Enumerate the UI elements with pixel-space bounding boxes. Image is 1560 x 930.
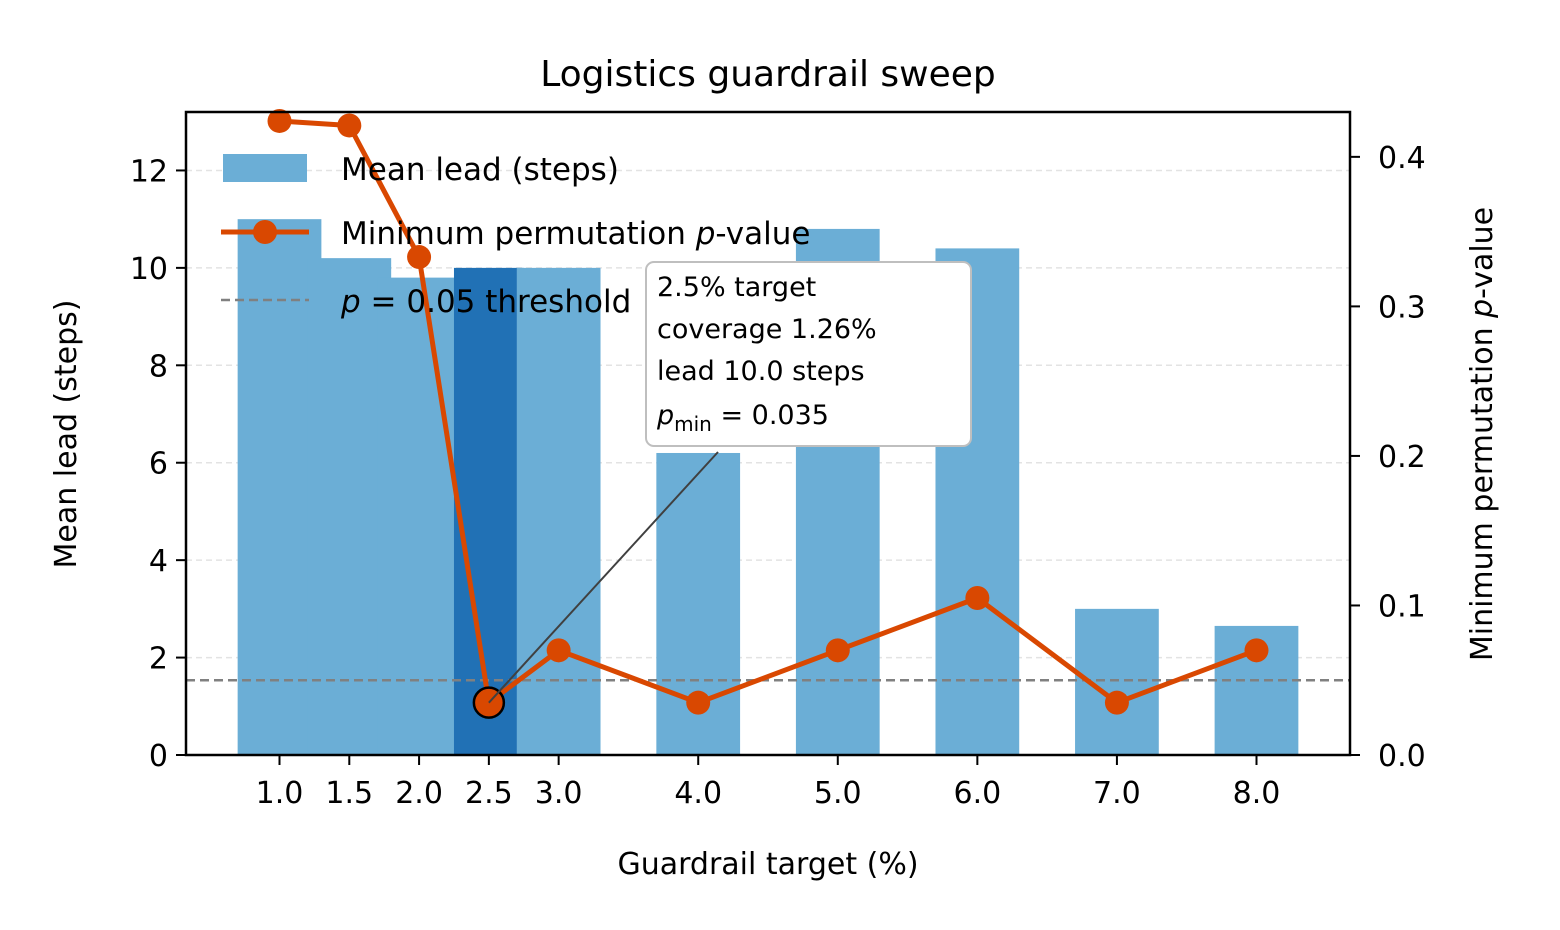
- annotation-line-2: coverage 1.26%: [657, 314, 877, 345]
- p-value-point-3.0: [546, 638, 571, 663]
- annotation-line-1: 2.5% target: [657, 272, 816, 303]
- y-axis-right: 0.0 0.1 0.2 0.3 0.4: [1350, 141, 1426, 774]
- y-tick-label-4: 8: [149, 349, 168, 384]
- x-tick-label-0: 1.0: [256, 776, 304, 811]
- y-axis-label: Mean lead (steps): [49, 300, 84, 569]
- legend: Mean lead (steps) Minimum permutation p-…: [221, 152, 810, 320]
- p-value-point-4.0: [686, 690, 711, 715]
- bar-1.0: [237, 219, 322, 755]
- x-tick-label-2: 2.0: [395, 776, 443, 811]
- p-value-line: [279, 118, 1258, 706]
- x-tick-label-4: 3.0: [535, 776, 583, 811]
- legend-line-italic: p: [695, 216, 716, 252]
- legend-swatch-marker: [253, 220, 277, 244]
- y2-tick-label-3: 0.3: [1378, 290, 1426, 325]
- y-tick-label-0: 0: [149, 739, 168, 774]
- y2-axis-label-prefix: Minimum permutation: [1465, 318, 1500, 661]
- x-tick-label-1: 1.5: [325, 776, 373, 811]
- annotation-box: 2.5% target coverage 1.26% lead 10.0 ste…: [645, 261, 972, 447]
- legend-threshold-rest: = 0.05 threshold: [361, 284, 632, 320]
- annotation-line-4: pmin = 0.035: [656, 400, 829, 436]
- y-tick-label-2: 4: [149, 544, 168, 579]
- chart-title: Logistics guardrail sweep: [540, 54, 996, 95]
- p-value-point-2.0: [407, 245, 432, 270]
- legend-label-line: Minimum permutation p-value: [341, 216, 810, 252]
- annotation-arrow: [488, 451, 719, 704]
- y2-tick-label-1: 0.1: [1378, 589, 1426, 624]
- bar-2.5: [453, 267, 524, 755]
- annotation-line-3: lead 10.0 steps: [657, 356, 865, 387]
- x-tick-label-5: 4.0: [674, 776, 722, 811]
- p-value-point-6.0: [965, 585, 990, 610]
- legend-line-suffix: -value: [715, 216, 810, 252]
- bar-2.0: [377, 277, 461, 755]
- y-tick-label-1: 2: [149, 642, 168, 677]
- y-tick-label-3: 6: [149, 447, 168, 482]
- y2-tick-label-0: 0.0: [1378, 739, 1426, 774]
- bar-3.0: [516, 267, 601, 755]
- y2-axis-label-suffix: -value: [1465, 207, 1500, 299]
- x-tick-label-6: 5.0: [814, 776, 862, 811]
- legend-threshold-italic: p: [340, 284, 361, 320]
- y2-tick-label-2: 0.2: [1378, 440, 1426, 475]
- p-value-point-1.0: [267, 108, 292, 133]
- y2-axis-label-italic: p: [1465, 299, 1500, 319]
- annotation-p-symbol: p: [656, 400, 674, 431]
- p-value-series: [267, 108, 1269, 719]
- legend-label-bar: Mean lead (steps): [341, 152, 619, 188]
- annotation-p-subscript: min: [674, 412, 712, 436]
- legend-line-prefix: Minimum permutation: [341, 216, 696, 252]
- p-value-point-8.0: [1244, 638, 1269, 663]
- p-value-point-1.5: [337, 113, 362, 138]
- y-tick-label-5: 10: [130, 252, 168, 287]
- annotation-background: [645, 261, 972, 447]
- legend-label-threshold: p = 0.05 threshold: [340, 284, 631, 320]
- plot-frame: [184, 110, 1352, 757]
- annotation-p-value: = 0.035: [712, 400, 829, 431]
- legend-swatch-bar: [223, 154, 307, 182]
- y-tick-label-6: 12: [130, 154, 168, 189]
- y-axis-left: 0 2 4 6 8 10 12: [130, 154, 186, 774]
- p-value-point-7.0: [1104, 690, 1129, 715]
- x-tick-label-7: 6.0: [953, 776, 1001, 811]
- x-tick-label-3: 2.5: [465, 776, 513, 811]
- p-value-point-5.0: [825, 638, 850, 663]
- y2-tick-label-4: 0.4: [1378, 141, 1426, 176]
- x-tick-label-9: 8.0: [1233, 776, 1281, 811]
- x-axis-label: Guardrail target (%): [617, 847, 918, 882]
- x-axis: 1.0 1.5 2.0 2.5 3.0 4.0 5.0 6.0 7.0 8.0: [256, 755, 1281, 811]
- y2-axis-label: Minimum permutation p-value: [1465, 207, 1500, 661]
- x-tick-label-8: 7.0: [1093, 776, 1141, 811]
